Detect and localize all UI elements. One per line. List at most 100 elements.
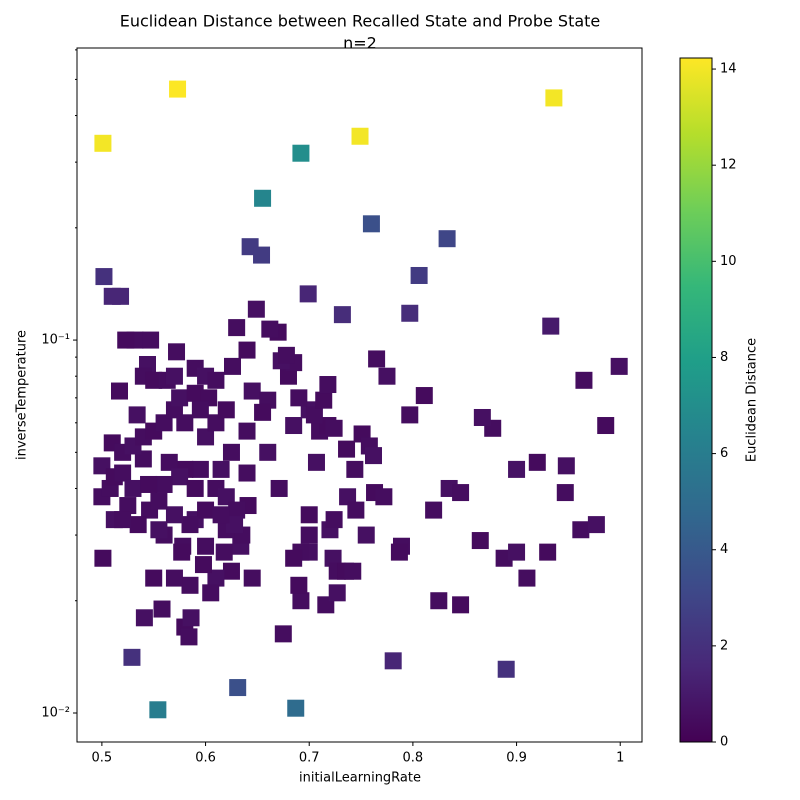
plot-frame [76, 47, 643, 743]
x-tick-label: 0.9 [506, 751, 527, 766]
point [368, 350, 386, 368]
point [114, 511, 132, 529]
point [390, 543, 408, 561]
x-tick-label: 0.7 [299, 751, 320, 766]
point [191, 401, 209, 419]
point [247, 300, 265, 318]
point [182, 609, 200, 627]
point [452, 596, 470, 614]
x-tick-label: 0.8 [403, 751, 424, 766]
colorbar-tick-label: 12 [720, 158, 737, 173]
point [471, 532, 489, 550]
point [181, 516, 199, 534]
point [194, 556, 212, 574]
point [325, 511, 343, 529]
point [539, 543, 557, 561]
point [300, 526, 318, 544]
chart-subtitle: n=2 [343, 34, 377, 53]
point [222, 562, 240, 580]
x-tick-label: 0.5 [92, 751, 113, 766]
point [270, 479, 288, 497]
point [315, 391, 333, 409]
point [328, 584, 346, 602]
point [150, 492, 168, 510]
x-tick-label: 0.6 [195, 751, 216, 766]
x-axis-label: initialLearningRate [299, 771, 421, 786]
point [212, 460, 230, 478]
colorbar [679, 57, 713, 743]
point [207, 414, 225, 432]
point [292, 144, 310, 162]
point [452, 484, 470, 502]
point [165, 367, 183, 385]
colorbar-tick-label: 6 [720, 446, 728, 461]
point [325, 419, 343, 437]
point [285, 549, 303, 567]
point [518, 569, 536, 587]
point [169, 80, 187, 98]
colorbar-label: Euclidean Distance [745, 338, 760, 462]
point [300, 506, 318, 524]
point [587, 516, 605, 534]
chart-title: Euclidean Distance between Recalled Stat… [120, 12, 601, 31]
colorbar-tick-label: 10 [720, 254, 737, 269]
colorbar-tick-label: 2 [720, 638, 728, 653]
point [229, 679, 247, 697]
point [135, 609, 153, 627]
point [124, 479, 142, 497]
point [290, 576, 308, 594]
point [186, 479, 204, 497]
point [375, 488, 393, 506]
point [364, 447, 382, 465]
point [191, 460, 209, 478]
point [351, 127, 369, 145]
point [181, 576, 199, 594]
point [149, 701, 167, 719]
point [384, 652, 402, 670]
point [545, 89, 563, 107]
point [134, 450, 152, 468]
colorbar-tick-label: 4 [720, 542, 728, 557]
point [129, 516, 147, 534]
point [279, 367, 297, 385]
point [274, 625, 292, 643]
point [202, 584, 220, 602]
point [224, 357, 242, 375]
point [324, 549, 342, 567]
colorbar-tick-label: 14 [720, 62, 737, 77]
y-axis-label: inverseTemperature [15, 330, 30, 460]
point [378, 367, 396, 385]
point [261, 320, 279, 338]
point [338, 440, 356, 458]
point [180, 628, 198, 646]
point [215, 543, 233, 561]
point [575, 371, 593, 389]
point [344, 562, 362, 580]
point [497, 660, 515, 678]
point [285, 417, 303, 435]
point [243, 382, 261, 400]
point [176, 414, 194, 432]
point [114, 464, 132, 482]
point [94, 549, 112, 567]
point [123, 648, 141, 666]
point [226, 516, 244, 534]
point [243, 569, 261, 587]
point [410, 266, 428, 284]
point [299, 285, 317, 303]
point [307, 453, 325, 471]
point [362, 215, 380, 233]
point [145, 371, 163, 389]
point [401, 304, 419, 322]
point [165, 506, 183, 524]
point [112, 287, 130, 305]
point [150, 521, 168, 539]
point [557, 457, 575, 475]
point [425, 501, 443, 519]
point [347, 501, 365, 519]
point [508, 543, 526, 561]
point [254, 403, 272, 421]
point [95, 268, 113, 286]
point [142, 331, 160, 349]
